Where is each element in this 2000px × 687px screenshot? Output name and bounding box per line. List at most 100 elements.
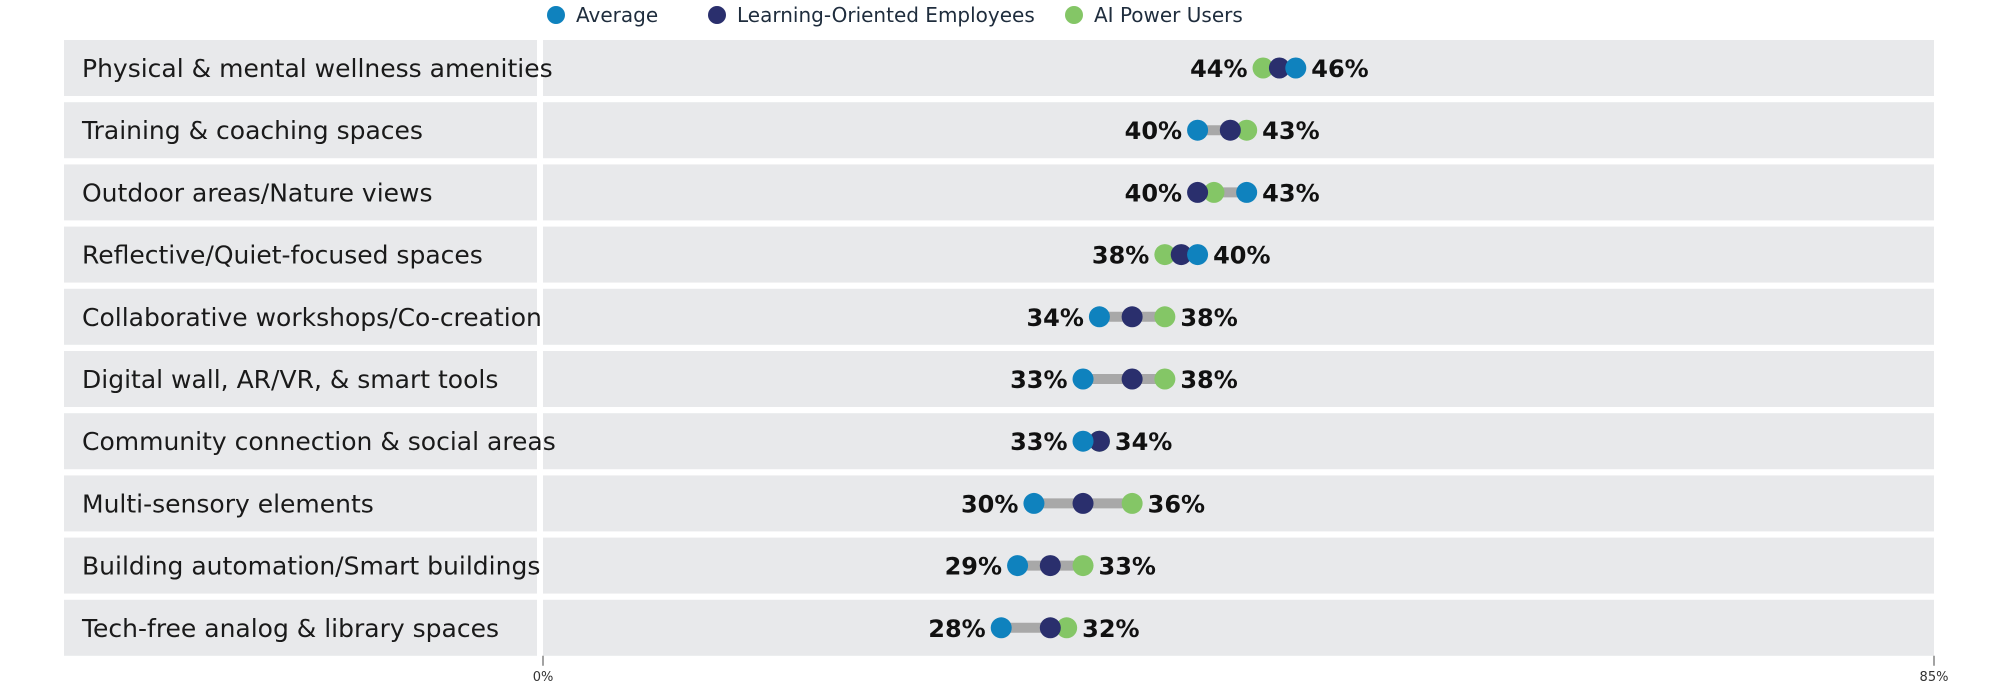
data-point-learning-oriented-employees	[1170, 244, 1192, 266]
data-point-average	[1072, 368, 1094, 390]
row-label-background	[64, 226, 537, 283]
data-point-ai-power-users	[1203, 181, 1225, 203]
row-plot-background	[543, 226, 1934, 283]
data-point-average	[1236, 181, 1258, 203]
max-value-label: 38%	[1180, 366, 1237, 394]
legend-label-average: Average	[576, 3, 658, 27]
chart-row: Multi-sensory elements 30% 36%	[64, 475, 1934, 532]
row-plot-background	[543, 40, 1934, 96]
min-value-label: 40%	[1125, 117, 1182, 145]
data-point-learning-oriented-employees	[1121, 306, 1143, 328]
legend-marker-learning-oriented-employees	[708, 6, 726, 24]
min-value-label: 33%	[1010, 366, 1067, 394]
chart-row: Physical & mental wellness amenities 44% 4…	[64, 40, 1934, 96]
x-tick-label: 0%	[533, 670, 554, 685]
data-point-learning-oriented-employees	[1268, 57, 1290, 79]
data-point-ai-power-users	[1072, 555, 1094, 577]
min-value-label: 44%	[1190, 55, 1247, 83]
legend-marker-ai-power-users	[1065, 6, 1083, 24]
max-value-label: 32%	[1082, 615, 1139, 643]
row-label-background	[64, 475, 537, 532]
data-point-ai-power-users	[1154, 306, 1176, 328]
category-label: Outdoor areas/Nature views	[82, 178, 433, 207]
x-tick-label: 85%	[1920, 670, 1949, 685]
max-value-label: 36%	[1148, 490, 1205, 518]
row-label-background	[64, 288, 537, 345]
chart-row: Building automation/Smart buildings 29% 33…	[64, 537, 1934, 594]
category-label: Collaborative workshops/Co-creation	[82, 303, 542, 332]
legend-item-ai-power-users: AI Power Users	[1065, 3, 1243, 27]
data-point-learning-oriented-employees	[1187, 181, 1209, 203]
data-point-ai-power-users	[1236, 119, 1258, 141]
chart-rows: Physical & mental wellness amenities 44% 4…	[64, 40, 1934, 656]
min-value-label: 33%	[1010, 428, 1067, 456]
row-label-background	[64, 40, 537, 96]
max-value-label: 46%	[1311, 55, 1368, 83]
data-point-average	[1023, 492, 1045, 514]
row-plot-background	[543, 351, 1934, 407]
row-label-background	[64, 102, 537, 159]
legend-label-ai-power-users: AI Power Users	[1094, 3, 1243, 27]
chart-row: Outdoor areas/Nature views 40% 43%	[64, 164, 1934, 221]
chart-row: Community connection & social areas 33% 34…	[64, 413, 1934, 470]
legend-label-learning-oriented-employees: Learning-Oriented Employees	[737, 3, 1035, 27]
max-value-label: 38%	[1180, 304, 1237, 332]
data-point-learning-oriented-employees	[1121, 368, 1143, 390]
min-value-label: 40%	[1125, 179, 1182, 207]
legend-item-learning-oriented-employees: Learning-Oriented Employees	[708, 3, 1035, 27]
data-point-ai-power-users	[1252, 57, 1274, 79]
min-value-label: 34%	[1026, 304, 1083, 332]
category-label: Building automation/Smart buildings	[82, 552, 540, 581]
data-point-average	[1187, 244, 1209, 266]
data-point-ai-power-users	[1056, 617, 1078, 639]
data-point-average	[1072, 430, 1094, 452]
min-value-label: 28%	[928, 615, 985, 643]
legend-item-average: Average	[547, 3, 658, 27]
row-plot-background	[543, 288, 1934, 345]
data-point-learning-oriented-employees	[1219, 119, 1241, 141]
chart-row: Digital wall, AR/VR, & smart tools 33% 38%	[64, 351, 1934, 407]
row-label-background	[64, 164, 537, 221]
min-value-label: 30%	[961, 490, 1018, 518]
min-value-label: 29%	[945, 553, 1002, 581]
chart-row: Collaborative workshops/Co-creation 34% 38…	[64, 288, 1934, 345]
data-point-learning-oriented-employees	[1039, 617, 1061, 639]
category-label: Community connection & social areas	[82, 427, 556, 456]
row-plot-background	[543, 475, 1934, 532]
chart-row: Tech-free analog & library spaces 28% 32%	[64, 599, 1934, 656]
category-label: Multi-sensory elements	[82, 489, 374, 518]
data-point-average	[1088, 306, 1110, 328]
x-axis: 0% 85%	[533, 655, 1949, 685]
chart-row: Reflective/Quiet-focused spaces 38% 40%	[64, 226, 1934, 283]
data-point-average	[1285, 57, 1307, 79]
data-point-average	[1187, 119, 1209, 141]
chart-row: Training & coaching spaces 40% 43%	[64, 102, 1934, 159]
max-value-label: 33%	[1099, 553, 1156, 581]
data-point-ai-power-users	[1154, 368, 1176, 390]
row-plot-background	[543, 599, 1934, 656]
row-label-background	[64, 599, 537, 656]
category-label: Physical & mental wellness amenities	[82, 54, 553, 83]
row-label-background	[64, 413, 537, 470]
min-value-label: 38%	[1092, 242, 1149, 270]
data-point-average	[1007, 555, 1029, 577]
data-point-learning-oriented-employees	[1088, 430, 1110, 452]
data-point-learning-oriented-employees	[1039, 555, 1061, 577]
row-label-background	[64, 351, 537, 407]
data-point-ai-power-users	[1154, 244, 1176, 266]
data-point-average	[990, 617, 1012, 639]
max-value-label: 34%	[1115, 428, 1172, 456]
max-value-label: 40%	[1213, 242, 1270, 270]
category-label: Tech-free analog & library spaces	[81, 614, 499, 643]
category-label: Training & coaching spaces	[81, 116, 423, 145]
x-tick: 0%	[533, 655, 554, 685]
category-label: Reflective/Quiet-focused spaces	[82, 241, 483, 270]
data-point-learning-oriented-employees	[1072, 492, 1094, 514]
legend-marker-average	[547, 6, 565, 24]
data-point-ai-power-users	[1121, 492, 1143, 514]
max-value-label: 43%	[1262, 179, 1319, 207]
row-plot-background	[543, 413, 1934, 470]
category-label: Digital wall, AR/VR, & smart tools	[82, 365, 498, 394]
legend: Average Learning-Oriented Employees AI Pow…	[547, 3, 1243, 27]
